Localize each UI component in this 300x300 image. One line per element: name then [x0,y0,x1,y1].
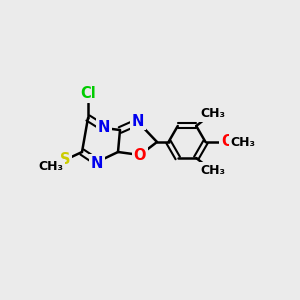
Text: CH₃: CH₃ [201,164,226,176]
Text: O: O [134,148,146,164]
Text: N: N [98,119,110,134]
Text: CH₃: CH₃ [201,107,226,121]
Text: CH₃: CH₃ [38,160,64,173]
Text: O: O [221,134,233,149]
Text: S: S [60,152,70,167]
Text: N: N [91,155,103,170]
Text: CH₃: CH₃ [230,136,256,148]
Text: Cl: Cl [80,86,96,101]
Text: N: N [132,113,144,128]
